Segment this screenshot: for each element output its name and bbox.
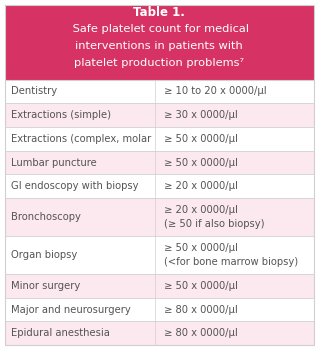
Text: Bronchoscopy: Bronchoscopy bbox=[11, 212, 81, 222]
FancyBboxPatch shape bbox=[5, 127, 314, 150]
FancyBboxPatch shape bbox=[5, 5, 314, 79]
Text: GI endoscopy with biopsy: GI endoscopy with biopsy bbox=[11, 181, 139, 191]
Text: Safe platelet count for medical: Safe platelet count for medical bbox=[69, 25, 249, 34]
FancyBboxPatch shape bbox=[5, 150, 314, 174]
Text: ≥ 50 x 0000/µl: ≥ 50 x 0000/µl bbox=[164, 281, 238, 291]
FancyBboxPatch shape bbox=[5, 103, 314, 127]
Text: Extractions (simple): Extractions (simple) bbox=[11, 110, 111, 120]
Text: ≥ 20 x 0000/µl
(≥ 50 if also biopsy): ≥ 20 x 0000/µl (≥ 50 if also biopsy) bbox=[164, 205, 265, 229]
FancyBboxPatch shape bbox=[5, 321, 314, 345]
Text: ≥ 50 x 0000/µl
(<for bone marrow biopsy): ≥ 50 x 0000/µl (<for bone marrow biopsy) bbox=[164, 243, 298, 267]
Text: Dentistry: Dentistry bbox=[11, 86, 57, 96]
FancyBboxPatch shape bbox=[5, 198, 314, 236]
Text: Major and neurosurgery: Major and neurosurgery bbox=[11, 304, 131, 315]
FancyBboxPatch shape bbox=[5, 236, 314, 274]
Text: Minor surgery: Minor surgery bbox=[11, 281, 80, 291]
Text: ≥ 10 to 20 x 0000/µl: ≥ 10 to 20 x 0000/µl bbox=[164, 86, 266, 96]
Text: platelet production problems⁷: platelet production problems⁷ bbox=[74, 58, 244, 68]
Text: ≥ 20 x 0000/µl: ≥ 20 x 0000/µl bbox=[164, 181, 238, 191]
Text: ≥ 80 x 0000/µl: ≥ 80 x 0000/µl bbox=[164, 328, 238, 338]
Text: Table 1.: Table 1. bbox=[133, 6, 185, 19]
Text: interventions in patients with: interventions in patients with bbox=[75, 41, 243, 51]
FancyBboxPatch shape bbox=[5, 79, 314, 103]
FancyBboxPatch shape bbox=[5, 274, 314, 298]
Text: ≥ 30 x 0000/µl: ≥ 30 x 0000/µl bbox=[164, 110, 238, 120]
Text: Organ biopsy: Organ biopsy bbox=[11, 250, 77, 260]
FancyBboxPatch shape bbox=[5, 174, 314, 198]
Text: ≥ 80 x 0000/µl: ≥ 80 x 0000/µl bbox=[164, 304, 238, 315]
FancyBboxPatch shape bbox=[5, 298, 314, 321]
Text: Extractions (complex, molar: Extractions (complex, molar bbox=[11, 134, 151, 144]
Text: ≥ 50 x 0000/µl: ≥ 50 x 0000/µl bbox=[164, 134, 238, 144]
Text: Epidural anesthesia: Epidural anesthesia bbox=[11, 328, 110, 338]
Text: Lumbar puncture: Lumbar puncture bbox=[11, 158, 97, 168]
Text: ≥ 50 x 0000/µl: ≥ 50 x 0000/µl bbox=[164, 158, 238, 168]
